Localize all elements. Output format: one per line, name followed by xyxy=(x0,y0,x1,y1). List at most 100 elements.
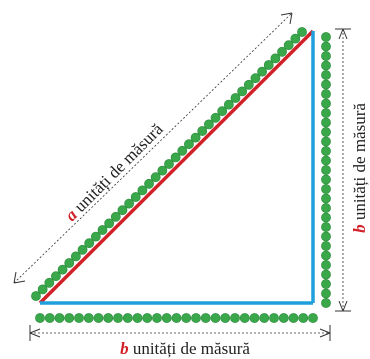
hypotenuse-label-text: unități de măsură xyxy=(67,119,167,219)
bottom-dot xyxy=(269,313,279,323)
bottom-dot xyxy=(93,313,104,323)
bottom-dot xyxy=(308,313,318,323)
right-dimension-arrow-top xyxy=(338,28,348,40)
hypotenuse-dot xyxy=(150,172,161,183)
right-dimension-arrow-bottom xyxy=(338,300,348,312)
right-dot xyxy=(321,288,331,299)
hypotenuse-dot xyxy=(51,271,61,282)
right-dot xyxy=(321,241,331,251)
hypotenuse-dimension-line xyxy=(13,12,293,284)
hypotenuse-dimension-arrow-end xyxy=(280,12,293,25)
hypotenuse-dot xyxy=(71,251,81,262)
right-dot xyxy=(321,231,331,242)
hypotenuse-dot-row xyxy=(31,27,307,301)
bottom-dot xyxy=(288,313,299,323)
hypotenuse-dot xyxy=(77,244,88,255)
bottom-dot xyxy=(83,313,94,323)
hypotenuse-dot xyxy=(157,165,168,176)
bottom-dot-row xyxy=(35,313,318,323)
hypotenuse-dot xyxy=(263,60,274,70)
right-dot xyxy=(321,117,331,128)
right-dot xyxy=(321,127,331,137)
hypotenuse-dot xyxy=(117,205,128,216)
bottom-dot xyxy=(171,313,182,323)
hypotenuse-dimension-arrow-start xyxy=(13,271,26,284)
bottom-dot xyxy=(259,313,270,323)
bottom-dot xyxy=(191,313,201,323)
hypotenuse-dot xyxy=(243,79,254,90)
bottom-dot xyxy=(54,313,65,323)
bottom-dimension-arrow-left xyxy=(29,328,41,338)
bottom-dot xyxy=(74,313,84,323)
bottom-dot xyxy=(230,313,240,323)
right-dot xyxy=(321,70,331,80)
right-dot xyxy=(321,250,331,261)
hypotenuse-dot xyxy=(170,152,181,163)
hypotenuse-dot xyxy=(217,106,228,117)
hypotenuse-dot xyxy=(110,211,121,222)
hypotenuse-dot xyxy=(37,284,48,295)
right-dot xyxy=(321,155,331,166)
hypotenuse-dot xyxy=(210,112,221,123)
bottom-dot xyxy=(200,313,211,323)
right-dot xyxy=(321,193,331,204)
right-dot xyxy=(321,298,331,308)
right-dot xyxy=(321,32,331,42)
bottom-dot xyxy=(239,313,250,323)
bottom-dot xyxy=(44,313,55,323)
hypotenuse-dot xyxy=(277,46,287,57)
right-dot xyxy=(321,146,331,156)
bottom-label-text: unități de măsură xyxy=(129,339,251,358)
hypotenuse-dot xyxy=(283,40,294,51)
hypotenuse-dot xyxy=(223,99,234,110)
bottom-dimension-arrow-right xyxy=(319,328,331,338)
hypotenuse-dot xyxy=(177,145,188,156)
bottom-dot xyxy=(35,313,45,323)
right-dot xyxy=(321,260,331,270)
bottom-dot xyxy=(161,313,172,323)
hypotenuse-dot xyxy=(97,225,108,235)
hypotenuse-dot xyxy=(137,185,148,196)
bottom-dot xyxy=(132,313,143,323)
right-dot xyxy=(321,222,331,232)
right-dot xyxy=(321,51,331,61)
bottom-dot xyxy=(220,313,231,323)
hypotenuse-dot xyxy=(104,218,115,229)
bottom-dot xyxy=(142,313,153,323)
right-dot xyxy=(321,89,331,99)
hypotenuse-dot xyxy=(190,132,201,143)
triangle-hypotenuse xyxy=(38,29,315,305)
right-label-variable: b xyxy=(350,224,369,233)
hypotenuse-dot xyxy=(184,139,194,150)
dimension-lines xyxy=(13,12,351,341)
bottom-dot xyxy=(64,313,75,323)
bottom-dot xyxy=(122,313,133,323)
right-dot xyxy=(321,60,331,71)
bottom-label: b unități de măsură xyxy=(120,339,250,358)
hypotenuse-dot xyxy=(237,86,248,97)
bottom-dot xyxy=(298,313,309,323)
hypotenuse-dot xyxy=(44,277,55,288)
hypotenuse-dot xyxy=(203,119,214,130)
hypotenuse-dot xyxy=(230,93,241,103)
hypotenuse-dot xyxy=(124,198,135,209)
bottom-dot xyxy=(249,313,260,323)
right-dot xyxy=(321,79,331,90)
hypotenuse-dot xyxy=(31,291,41,301)
bottom-dot xyxy=(181,313,192,323)
hypotenuse-dot xyxy=(197,126,208,136)
hypotenuse-dot xyxy=(297,27,307,37)
hypotenuse-dot xyxy=(64,258,75,268)
right-dot xyxy=(321,165,331,175)
hypotenuse-label: a unități de măsură xyxy=(61,119,167,225)
hypotenuse-dot xyxy=(290,33,301,44)
bottom-dot xyxy=(278,313,289,323)
right-dot xyxy=(321,212,331,223)
right-label: b unități de măsură xyxy=(350,103,369,233)
hypotenuse-dot xyxy=(90,231,101,242)
hypotenuse-dot xyxy=(57,264,68,275)
bottom-dot xyxy=(152,313,162,323)
hypotenuse-dot xyxy=(257,66,267,77)
hypotenuse-dot xyxy=(144,178,154,189)
